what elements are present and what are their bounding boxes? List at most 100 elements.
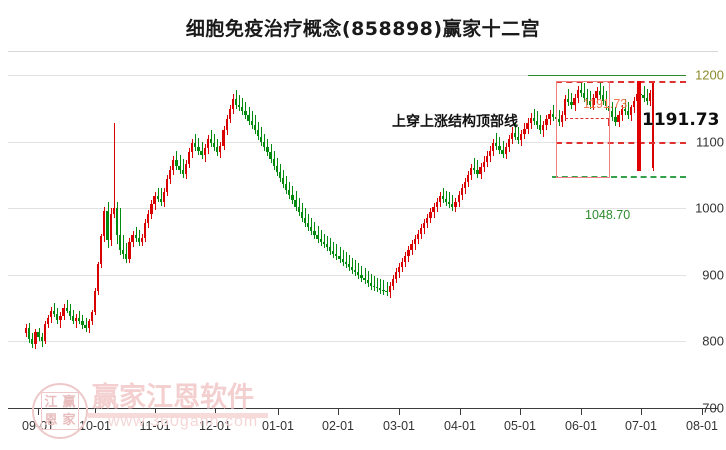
- candle-wick: [558, 109, 560, 126]
- candle-body: [263, 141, 266, 148]
- candle-wick: [251, 111, 253, 129]
- candle-body: [109, 213, 112, 241]
- candle-body: [112, 208, 115, 214]
- candle-body: [344, 261, 347, 265]
- candle-wick: [552, 104, 554, 121]
- candle-body: [294, 200, 297, 208]
- x-axis-tick-label: 12-01: [199, 419, 231, 433]
- candle-body: [197, 147, 200, 152]
- candle-body: [225, 119, 228, 130]
- candle-wick: [515, 123, 517, 141]
- candle-body: [354, 269, 357, 273]
- x-axis-tick: [520, 408, 521, 415]
- candle-wick: [210, 129, 212, 148]
- candle-body: [488, 151, 492, 157]
- candle-body: [394, 272, 398, 279]
- candle-wick: [85, 317, 87, 333]
- x-axis-tick: [460, 408, 461, 415]
- candle-body: [178, 165, 181, 170]
- candle-body: [416, 233, 419, 239]
- candle-body: [87, 321, 90, 329]
- candle-body: [96, 264, 100, 291]
- candle-wick: [533, 108, 535, 125]
- candle-wick: [160, 188, 162, 206]
- candle-body: [278, 172, 282, 178]
- candle-body: [407, 249, 410, 257]
- candle-wick: [627, 101, 629, 120]
- candle-body: [648, 92, 651, 101]
- candle-body: [372, 285, 376, 287]
- candle-wick: [339, 246, 341, 263]
- candle-body: [485, 156, 488, 162]
- candle-body: [382, 289, 385, 291]
- candle-body: [567, 99, 570, 102]
- candle-wick: [518, 127, 520, 145]
- candle-body: [366, 280, 369, 283]
- x-axis-tick-label: 11-01: [139, 419, 171, 433]
- candle-wick: [113, 123, 115, 218]
- x-axis-tick-label: 01-01: [262, 419, 294, 433]
- candle-body: [106, 211, 109, 241]
- structure-box: [556, 80, 610, 178]
- candle-body: [159, 199, 162, 202]
- current-price-label: 1191.73: [642, 110, 720, 130]
- candle-wick: [599, 81, 601, 100]
- annotation-leader-drop: [608, 118, 609, 126]
- candle-body: [423, 223, 426, 229]
- x-axis-tick-label: 05-01: [504, 419, 536, 433]
- candle-body: [307, 223, 310, 227]
- candle-body: [645, 97, 648, 101]
- candle-body: [554, 116, 557, 120]
- candle-body: [579, 89, 583, 93]
- candle-wick: [201, 141, 203, 160]
- candle-body: [564, 99, 567, 116]
- candle-wick: [66, 300, 68, 314]
- candle-body: [347, 264, 351, 267]
- candle-body: [388, 285, 391, 293]
- candle-wick: [179, 155, 181, 174]
- candle-body: [350, 266, 354, 270]
- x-axis-tick: [641, 408, 642, 415]
- candle-wick: [358, 262, 360, 279]
- url-watermark: www.360gann.com: [108, 413, 259, 430]
- candle-body: [535, 120, 539, 125]
- candle-body: [589, 100, 592, 105]
- candle-wick: [352, 257, 354, 274]
- x-axis-tick-label: 04-01: [444, 419, 476, 433]
- candle-wick: [386, 281, 388, 297]
- candle-body: [429, 212, 432, 218]
- candle-wick: [314, 221, 316, 239]
- candle-body: [375, 286, 379, 289]
- candle-body: [451, 204, 454, 208]
- candle-body: [517, 136, 520, 141]
- candle-wick: [60, 312, 62, 329]
- x-axis-tick-label: 06-01: [565, 419, 597, 433]
- candle-body: [103, 211, 106, 237]
- candle-body: [470, 168, 473, 176]
- x-axis-tick: [278, 408, 279, 415]
- candle-body: [137, 237, 140, 242]
- last-candle-highlight: [637, 80, 641, 172]
- x-axis-tick: [399, 408, 400, 415]
- candle-wick: [195, 133, 197, 152]
- y-axis-tick-label: 900: [702, 267, 724, 283]
- candle-wick: [120, 208, 122, 255]
- candle-wick: [446, 191, 448, 206]
- candle-body: [56, 313, 59, 321]
- candle-body: [642, 95, 645, 98]
- candle-body: [247, 115, 250, 121]
- candle-wick: [643, 85, 645, 102]
- candle-body: [75, 317, 78, 322]
- candle-body: [611, 111, 614, 117]
- candle-body: [184, 164, 187, 174]
- candle-body: [526, 123, 529, 129]
- candle-body: [181, 169, 184, 174]
- candle-body: [234, 99, 238, 105]
- candle-wick: [383, 280, 385, 295]
- candle-body: [122, 249, 125, 254]
- candle-body: [419, 228, 423, 234]
- candle-body: [360, 274, 363, 278]
- y-axis-tick-label: 1200: [695, 67, 724, 83]
- candle-body: [410, 244, 413, 250]
